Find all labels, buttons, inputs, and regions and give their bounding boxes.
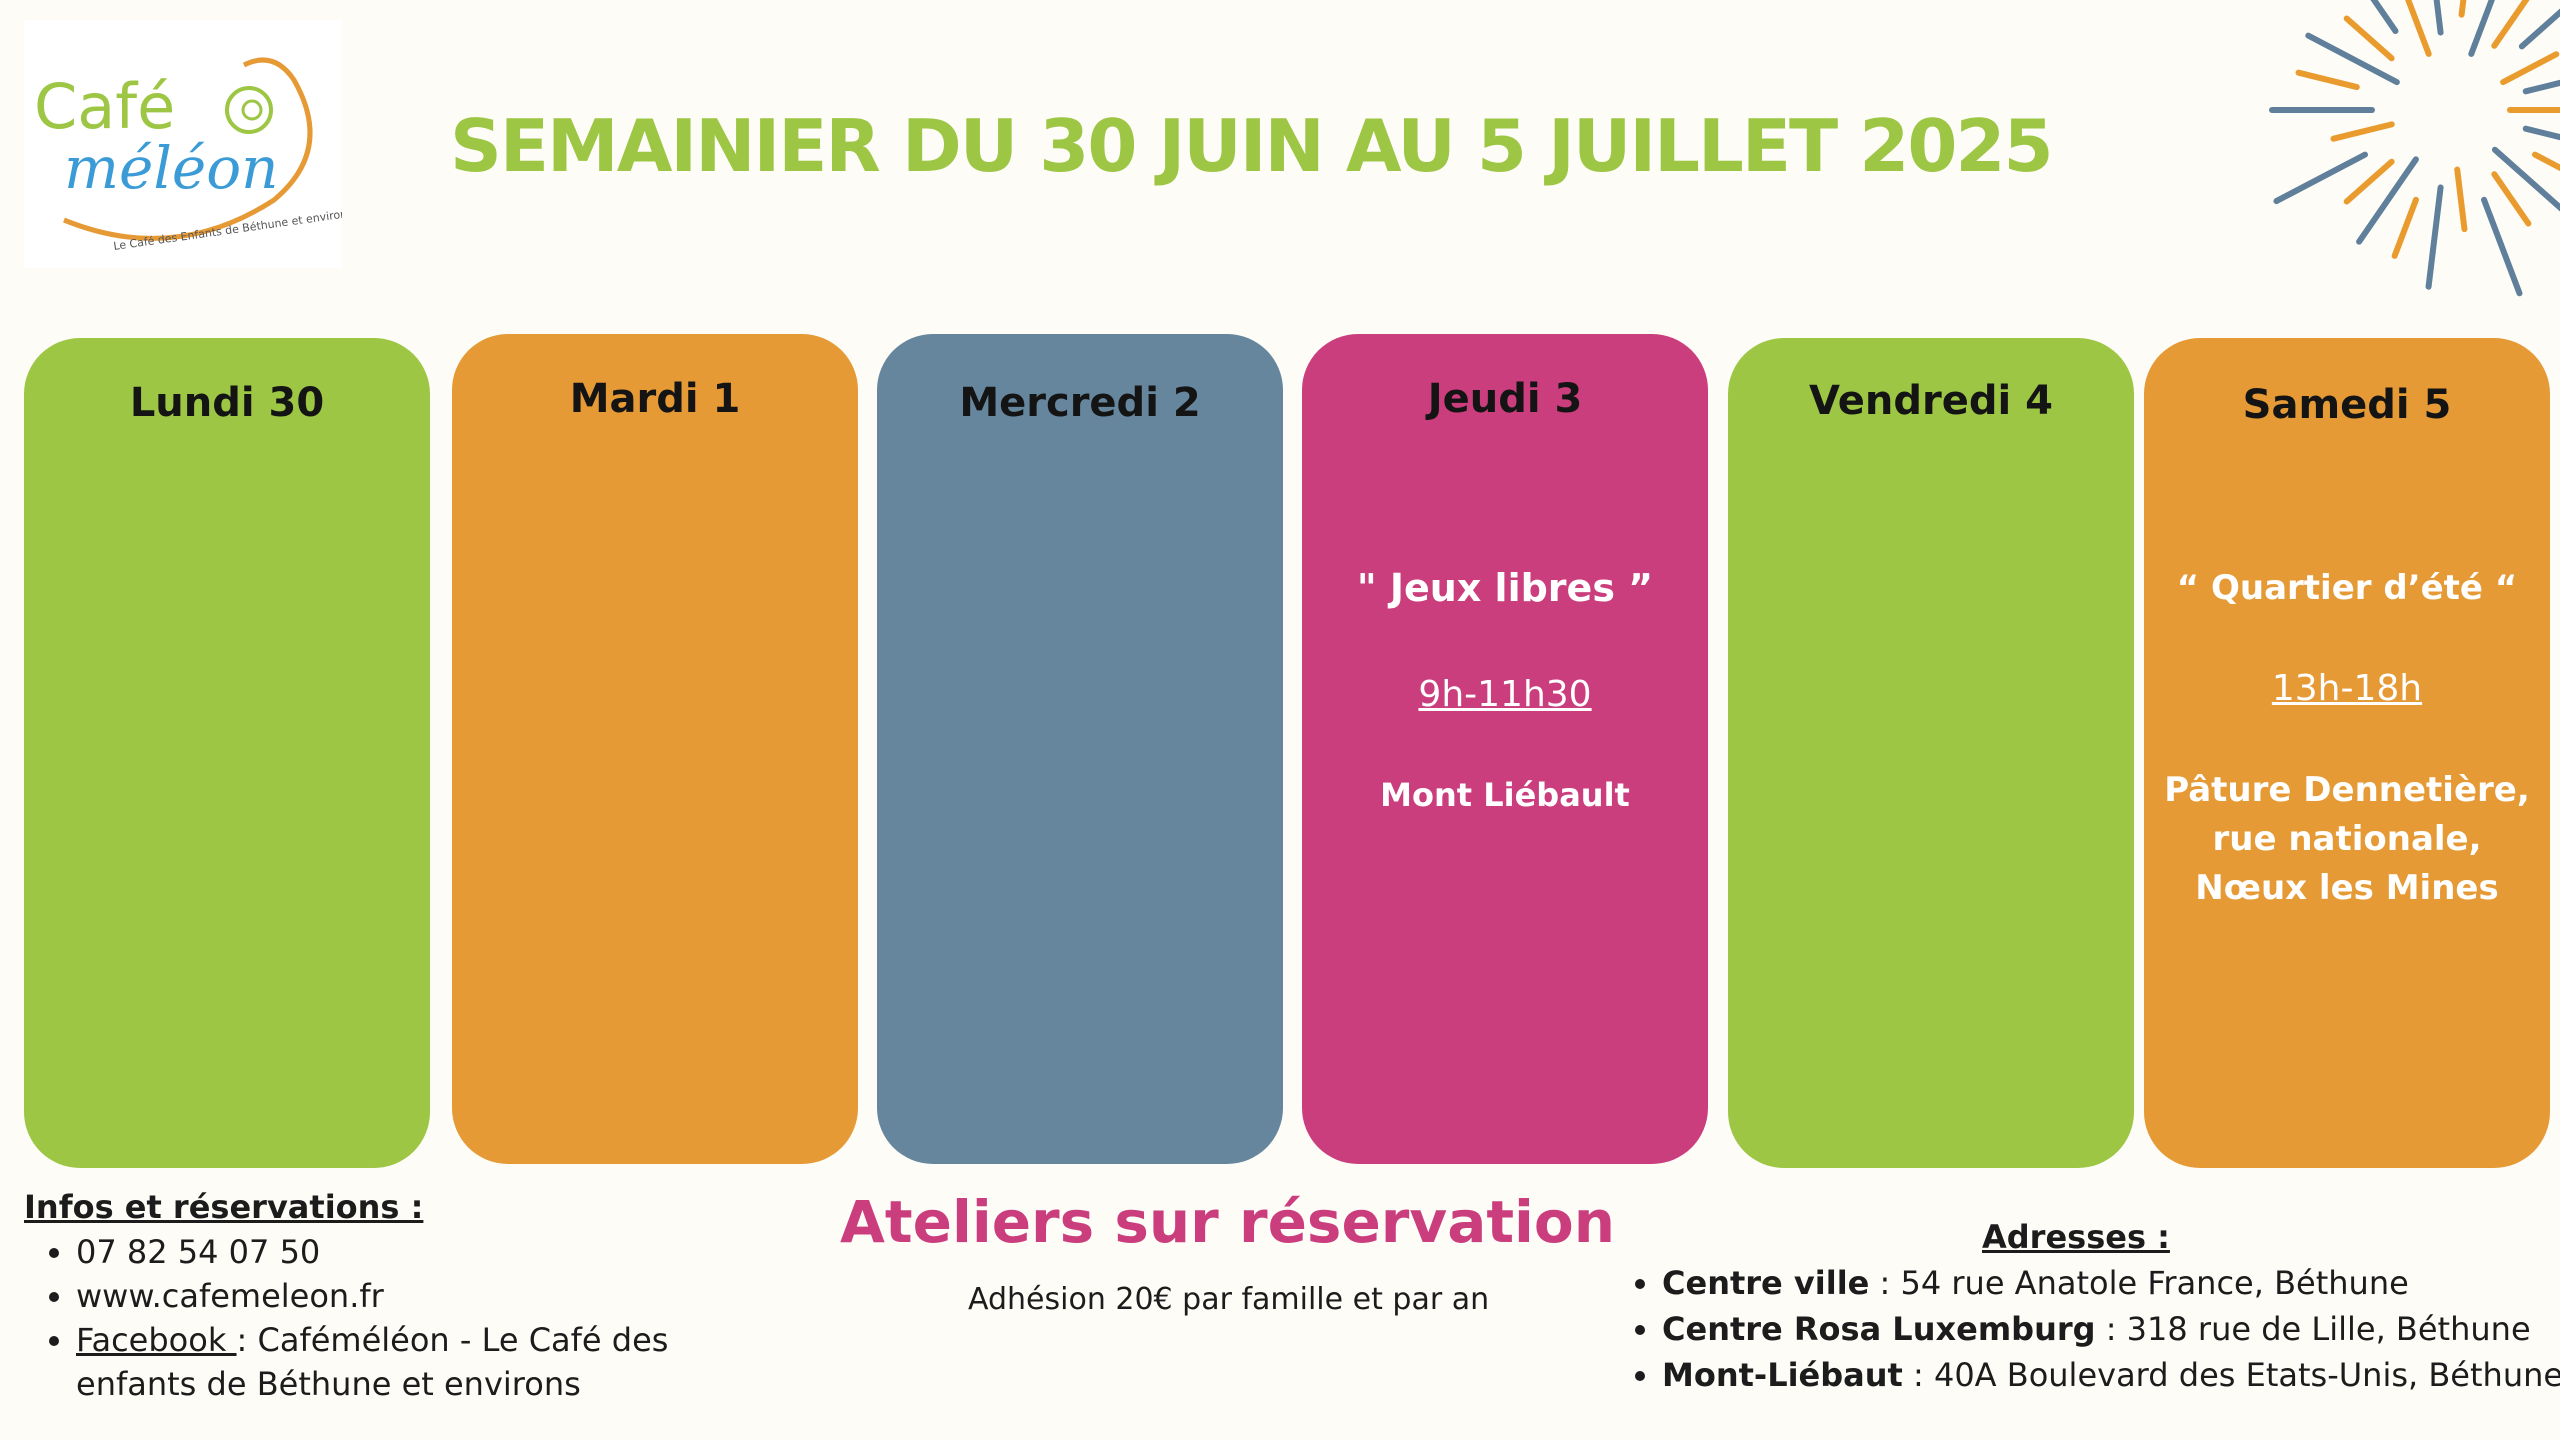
- address-detail: : 54 rue Anatole France, Béthune: [1869, 1264, 2409, 1302]
- event-place-line: rue nationale,: [2212, 819, 2482, 859]
- firework-ray: [2343, 158, 2395, 205]
- event-title: “ Quartier d’été “: [2176, 568, 2518, 608]
- info-facebook[interactable]: Facebook : Caféméléon - Le Café des enfa…: [76, 1318, 724, 1406]
- event-place-line: Nœux les Mines: [2195, 868, 2499, 908]
- page-title: SEMAINIER DU 30 JUIN AU 5 JUILLET 2025: [450, 104, 2054, 188]
- firework-ray: [2454, 166, 2468, 233]
- address-item: Centre ville : 54 rue Anatole France, Bé…: [1662, 1260, 2546, 1306]
- day-label: Jeudi 3: [1427, 376, 1583, 422]
- firework-ray: [2491, 0, 2530, 49]
- facebook-text: : Caféméléon - Le Café des enfants de Bé…: [76, 1321, 669, 1403]
- day-card-vendredi: Vendredi 4: [1728, 338, 2134, 1168]
- firework-ray: [2481, 196, 2523, 297]
- firework-ray: [2330, 121, 2395, 142]
- day-label: Mercredi 2: [959, 380, 1201, 426]
- day-card-jeudi: Jeudi 3 " Jeux libres ” 9h-11h30 Mont Li…: [1302, 334, 1708, 1164]
- address-detail: : 318 rue de Lille, Béthune: [2095, 1310, 2531, 1348]
- firework-ray: [2295, 69, 2360, 91]
- address-name: Centre Rosa Luxemburg: [1662, 1310, 2096, 1348]
- firework-ray: [2532, 151, 2560, 172]
- address-name: Mont-Liébaut: [1662, 1356, 1903, 1394]
- firework-ray: [2343, 15, 2395, 62]
- address-detail: : 40A Boulevard des Etats-Unis, Béthune: [1902, 1356, 2560, 1394]
- firework-ray: [2273, 151, 2368, 205]
- info-website[interactable]: www.cafemeleon.fr: [76, 1274, 724, 1318]
- address-item: Mont-Liébaut : 40A Boulevard des Etats-U…: [1662, 1352, 2560, 1398]
- firework-decoration: [2160, 0, 2560, 340]
- ateliers-heading: Ateliers sur réservation: [840, 1188, 1616, 1256]
- info-phone[interactable]: 07 82 54 07 50: [76, 1230, 724, 1274]
- firework-ray: [2522, 125, 2560, 141]
- event-time: 9h-11h30: [1418, 674, 1592, 715]
- firework-ray: [2370, 0, 2399, 34]
- firework-ray: [2405, 0, 2432, 57]
- firework-ray: [2491, 146, 2560, 212]
- day-card-samedi: Samedi 5 “ Quartier d’été “ 13h-18h Pâtu…: [2144, 338, 2550, 1168]
- info-list: 07 82 54 07 50 www.cafemeleon.fr Faceboo…: [24, 1230, 724, 1406]
- day-label: Lundi 30: [129, 380, 325, 426]
- info-heading: Infos et réservations :: [24, 1188, 424, 1226]
- adhesion-text: Adhésion 20€ par famille et par an: [968, 1282, 1490, 1317]
- firework-ray: [2433, 0, 2444, 36]
- firework-ray: [2518, 8, 2560, 50]
- address-item: Centre Rosa Luxemburg : 318 rue de Lille…: [1662, 1306, 2546, 1352]
- day-card-mercredi: Mercredi 2: [877, 334, 1283, 1164]
- addresses-section: Adresses : Centre ville : 54 rue Anatole…: [1606, 1218, 2560, 1398]
- day-card-lundi: Lundi 30: [24, 338, 430, 1168]
- firework-ray: [2458, 0, 2467, 18]
- firework-ray: [2391, 196, 2419, 259]
- firework-ray: [2356, 156, 2419, 245]
- day-label: Mardi 1: [569, 376, 741, 422]
- day-label: Vendredi 4: [1809, 378, 2053, 424]
- firework-ray: [2468, 0, 2495, 57]
- event-place: Pâture Dennetière, rue nationale, Nœux l…: [2144, 766, 2550, 913]
- day-card-mardi: Mardi 1: [452, 334, 858, 1164]
- logo-name-line1: Café: [34, 70, 175, 143]
- event-title: " Jeux libres ”: [1356, 566, 1654, 610]
- logo-tagline: Le Café des Enfants de Béthune et enviro…: [113, 206, 342, 253]
- info-section: Infos et réservations : 07 82 54 07 50 w…: [24, 1188, 724, 1406]
- facebook-link[interactable]: Facebook: [76, 1321, 237, 1359]
- day-label: Samedi 5: [2242, 382, 2452, 428]
- firework-ray: [2425, 184, 2444, 290]
- firework-ray: [2500, 51, 2560, 86]
- addresses-list: Centre ville : 54 rue Anatole France, Bé…: [1606, 1260, 2560, 1398]
- event-time: 13h-18h: [2271, 668, 2423, 709]
- event-place: Mont Liébault: [1380, 776, 1630, 814]
- firework-ray: [2305, 32, 2400, 86]
- address-name: Centre ville: [1662, 1264, 1870, 1302]
- addresses-heading: Adresses :: [1982, 1218, 2170, 1256]
- logo-name-line2: méléon: [64, 134, 278, 202]
- firework-ray: [2491, 171, 2532, 227]
- event-place-line: Pâture Dennetière,: [2164, 770, 2530, 810]
- firework-ray: [2522, 79, 2560, 95]
- cafe-meleon-logo: Café méléon Le Café des Enfants de Béthu…: [24, 20, 342, 268]
